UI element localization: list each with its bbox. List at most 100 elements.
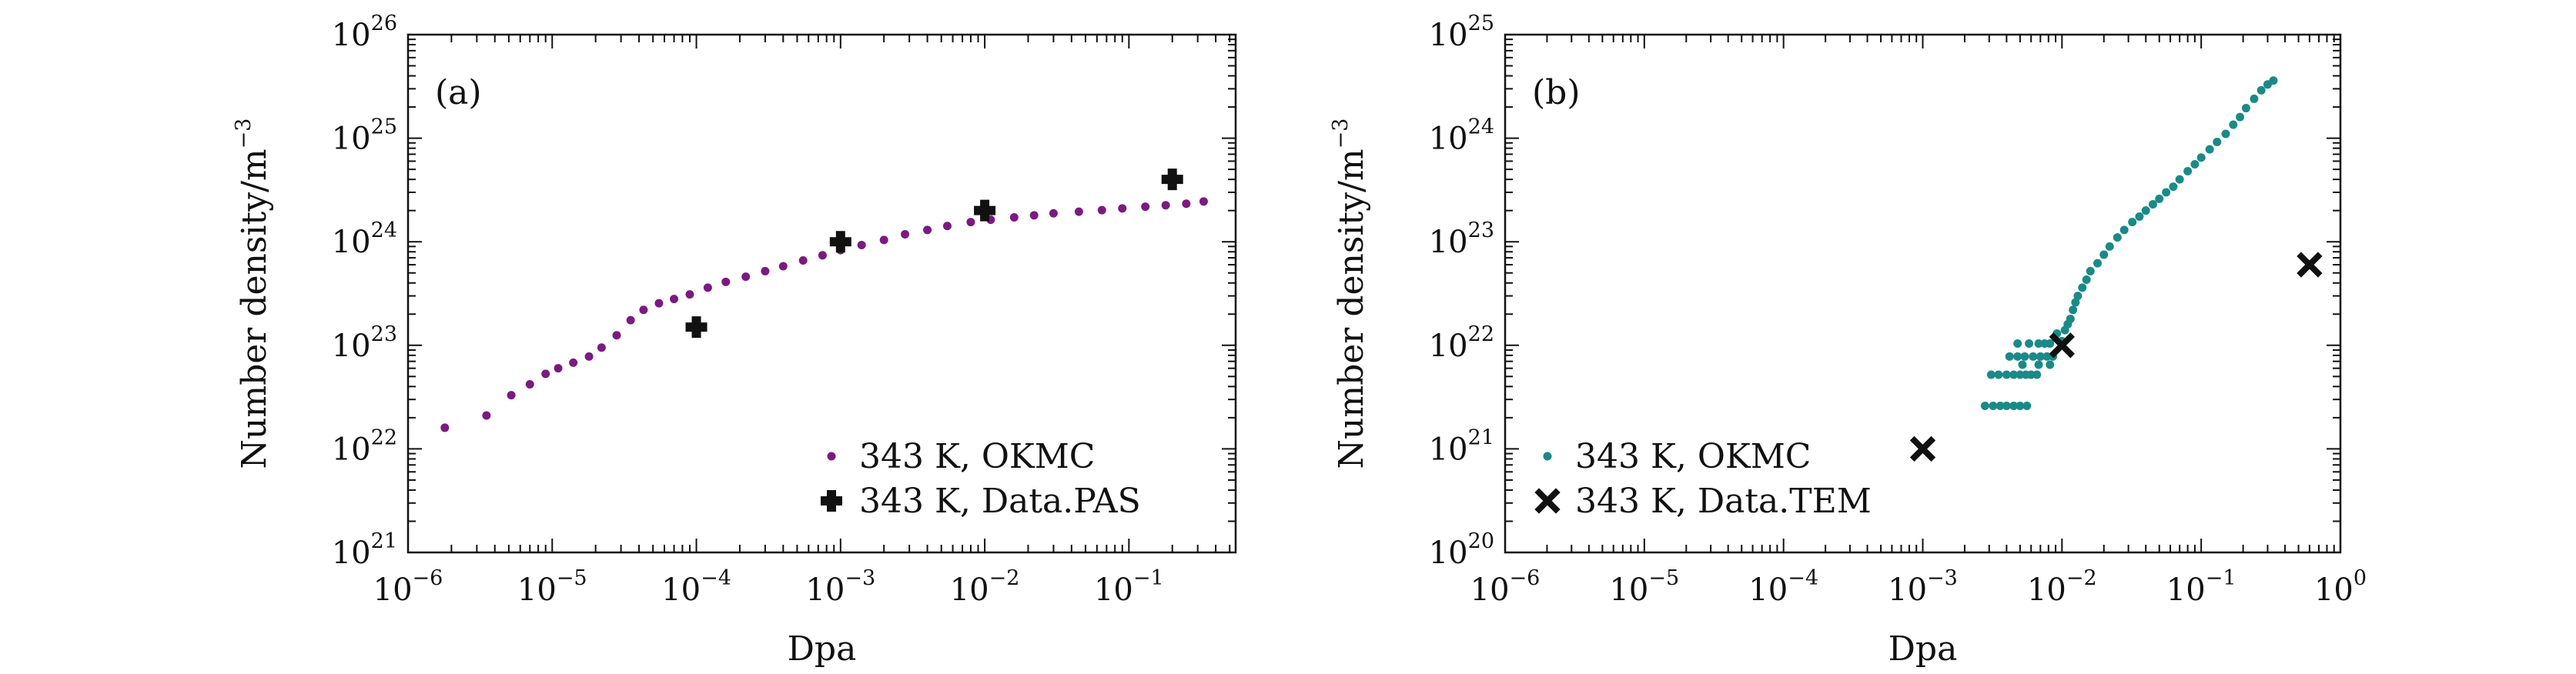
okmc-point bbox=[2042, 352, 2052, 361]
legend: 343 K, OKMC 343 K, Data.PAS bbox=[821, 437, 1141, 521]
okmc-point bbox=[2221, 129, 2230, 138]
plot-frame bbox=[406, 33, 1237, 554]
y-axis-title: Number density/m−3 bbox=[1329, 118, 1371, 469]
x-axis-title: Dpa bbox=[1889, 629, 1958, 669]
okmc-point bbox=[2213, 137, 2222, 146]
series-1 bbox=[440, 197, 1208, 432]
okmc-point bbox=[2071, 298, 2080, 307]
okmc-point bbox=[2013, 339, 2022, 349]
x-tick-label: 10−4 bbox=[1748, 566, 1818, 608]
okmc-point bbox=[2236, 112, 2245, 122]
y-tick-label: 1023 bbox=[332, 322, 397, 364]
okmc-point bbox=[597, 343, 606, 352]
legend-label: 343 K, Data.TEM bbox=[1575, 482, 1872, 521]
x-tick-label: 10−6 bbox=[373, 566, 443, 608]
y-tick-label: 1024 bbox=[332, 219, 397, 260]
data-point bbox=[1161, 168, 1183, 191]
okmc-point bbox=[901, 230, 910, 239]
okmc-point bbox=[2135, 212, 2144, 221]
legend-marker bbox=[1534, 488, 1561, 514]
okmc-point bbox=[2128, 218, 2137, 227]
okmc-point bbox=[1994, 370, 2003, 379]
okmc-point bbox=[1009, 212, 1019, 222]
okmc-point bbox=[2013, 352, 2022, 361]
okmc-point bbox=[440, 423, 450, 432]
okmc-point bbox=[1029, 211, 1039, 220]
okmc-point bbox=[569, 358, 578, 367]
data-point bbox=[2049, 332, 2075, 359]
okmc-point bbox=[2046, 360, 2055, 369]
okmc-point bbox=[1199, 197, 1208, 206]
panel-label: (a) bbox=[435, 73, 482, 112]
okmc-point bbox=[2257, 85, 2266, 95]
okmc-point bbox=[2250, 94, 2259, 103]
okmc-point bbox=[1097, 205, 1106, 215]
okmc-point bbox=[2073, 292, 2083, 301]
okmc-point bbox=[1996, 402, 2005, 411]
x-tick-label: 10−3 bbox=[1888, 566, 1958, 608]
y-tick-label: 1025 bbox=[1429, 12, 1494, 53]
okmc-point bbox=[966, 218, 975, 227]
data-point bbox=[829, 231, 851, 253]
okmc-point bbox=[1118, 204, 1127, 213]
okmc-point bbox=[879, 235, 888, 245]
x-axis-title: Dpa bbox=[788, 629, 857, 669]
okmc-point bbox=[2229, 120, 2238, 129]
okmc-point bbox=[612, 331, 621, 340]
y-tick-label: 1022 bbox=[332, 425, 397, 467]
okmc-point bbox=[2099, 250, 2109, 259]
data-point bbox=[1909, 435, 1936, 462]
data-point bbox=[685, 316, 708, 339]
okmc-point bbox=[2034, 339, 2043, 349]
okmc-point bbox=[2148, 200, 2157, 209]
x-tick-label: 10−4 bbox=[661, 566, 731, 608]
legend-marker bbox=[1543, 452, 1552, 461]
okmc-point bbox=[798, 255, 808, 265]
okmc-point bbox=[2093, 259, 2102, 268]
okmc-point bbox=[2086, 266, 2095, 275]
okmc-point bbox=[778, 262, 788, 271]
okmc-point bbox=[1074, 207, 1083, 216]
okmc-point bbox=[2175, 175, 2184, 184]
okmc-point bbox=[1980, 402, 1989, 411]
series-2 bbox=[685, 168, 1183, 339]
okmc-point bbox=[541, 369, 550, 379]
okmc-point bbox=[2036, 352, 2045, 361]
okmc-point bbox=[2205, 145, 2214, 154]
okmc-point bbox=[2034, 360, 2043, 369]
okmc-point bbox=[2162, 188, 2171, 197]
okmc-point bbox=[2196, 153, 2206, 162]
x-tick-label: 10−5 bbox=[1609, 566, 1679, 608]
okmc-point bbox=[1182, 199, 1191, 209]
okmc-point bbox=[2066, 314, 2075, 323]
x-tick-label: 10−2 bbox=[950, 566, 1020, 608]
okmc-point bbox=[2009, 370, 2019, 379]
x-tick-label: 10−2 bbox=[2027, 566, 2097, 608]
y-tick-label: 1024 bbox=[1429, 115, 1494, 157]
legend-marker bbox=[827, 452, 836, 461]
okmc-point bbox=[703, 283, 712, 292]
x-tick-label: 10−1 bbox=[2166, 566, 2236, 608]
okmc-point bbox=[2016, 402, 2025, 411]
series-2 bbox=[1909, 252, 2323, 462]
okmc-point bbox=[2005, 352, 2014, 361]
okmc-point bbox=[2022, 402, 2032, 411]
okmc-point bbox=[2020, 352, 2029, 361]
y-tick-label: 1021 bbox=[332, 529, 397, 571]
okmc-point bbox=[2105, 242, 2114, 251]
okmc-point bbox=[2155, 194, 2164, 203]
okmc-point bbox=[554, 364, 563, 373]
okmc-point bbox=[761, 266, 770, 275]
y-tick-label: 1021 bbox=[1429, 425, 1494, 467]
okmc-point bbox=[685, 290, 694, 299]
okmc-point bbox=[654, 299, 664, 308]
y-tick-label: 1023 bbox=[1429, 219, 1494, 260]
okmc-point bbox=[2082, 275, 2091, 285]
okmc-point bbox=[639, 305, 648, 315]
y-tick-label: 1025 bbox=[332, 115, 397, 157]
okmc-point bbox=[2119, 225, 2129, 235]
y-tick-label: 1026 bbox=[332, 12, 397, 53]
okmc-point bbox=[2002, 402, 2011, 411]
okmc-point bbox=[626, 315, 635, 325]
